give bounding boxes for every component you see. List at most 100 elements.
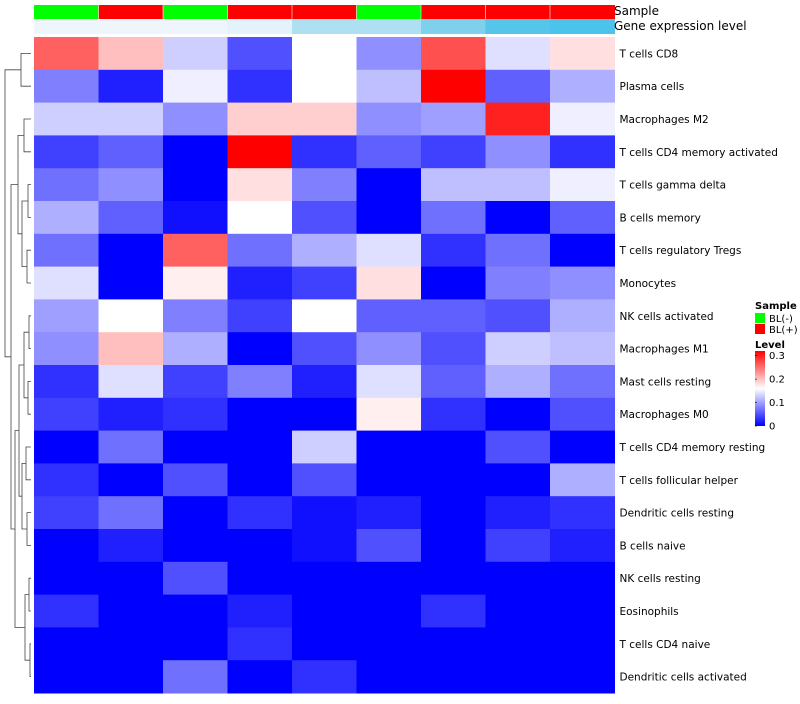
dendrogram-branch: [25, 446, 31, 481]
heatmap-cell: [550, 430, 615, 464]
heatmap-cell: [485, 594, 551, 628]
dendrogram-branch: [29, 643, 31, 677]
heatmap-cell: [292, 463, 357, 497]
heatmap-cell: [98, 365, 164, 399]
heatmap-cell: [163, 102, 228, 136]
heatmap-cell: [163, 365, 228, 399]
heatmap-cell: [292, 397, 357, 432]
heatmap-cell: [356, 561, 422, 596]
heatmap-cell: [485, 102, 551, 136]
heatmap-cell: [227, 529, 293, 563]
heatmap-cell: [163, 233, 228, 268]
heatmap-cell: [292, 299, 357, 333]
sample-annotation-cell: [550, 5, 615, 19]
heatmap-cell: [34, 463, 99, 497]
annotation-labels: Sample Gene expression level: [614, 4, 747, 33]
heatmap-cell: [163, 529, 228, 563]
dendrogram-branch: [4, 69, 21, 358]
sample-annotation-cell: [485, 5, 551, 19]
heatmap-cell: [34, 201, 99, 235]
heatmap-cell: [227, 594, 293, 628]
sample-annotation-cell: [227, 5, 293, 19]
heatmap-cell: [421, 135, 486, 169]
heatmap-cell: [356, 430, 422, 464]
legend-level-tick-label: 0.1: [769, 398, 785, 409]
heatmap-cell: [550, 496, 615, 530]
heatmap-cell: [98, 201, 164, 235]
heatmap-cell: [34, 69, 99, 104]
column-annotations: [34, 5, 615, 34]
heatmap-cell: [98, 627, 164, 661]
heatmap-cell: [34, 594, 99, 628]
dendrogram-branch: [27, 381, 31, 415]
heatmap-cell: [98, 37, 164, 71]
heatmap-cell: [550, 266, 615, 300]
row-label: Dendritic cells resting: [620, 508, 735, 520]
heatmap-cell: [421, 332, 486, 366]
row-label: Macrophages M2: [620, 114, 709, 126]
heatmap-cell: [98, 463, 164, 497]
dendrogram-branch: [27, 184, 31, 218]
row-label: T cells follicular helper: [619, 475, 739, 487]
row-label: B cells memory: [620, 212, 701, 224]
heatmap-cell: [227, 430, 293, 464]
row-label: T cells regulatory Tregs: [619, 245, 742, 257]
heatmap-cell: [485, 266, 551, 300]
heatmap-cell: [34, 37, 99, 71]
expression-annotation-cell: [292, 19, 357, 34]
heatmap-cell: [292, 135, 357, 169]
heatmap-cell: [227, 397, 293, 432]
dendrogram-branch: [17, 135, 24, 235]
annotation-label-expression: Gene expression level: [614, 19, 747, 33]
heatmap-cell: [227, 627, 293, 661]
heatmap-cell: [356, 496, 422, 530]
heatmap-cell: [356, 627, 422, 661]
sample-annotation-cell: [356, 5, 422, 19]
heatmap-cell: [163, 135, 228, 169]
heatmap-cell: [550, 299, 615, 333]
heatmap-cell: [98, 266, 164, 300]
heatmap-cell: [485, 561, 551, 596]
dendrogram-branch: [28, 577, 31, 612]
heatmap-cell: [292, 233, 357, 268]
heatmap-cell: [485, 365, 551, 399]
row-label: NK cells activated: [620, 311, 714, 323]
heatmap-cell: [227, 332, 293, 366]
heatmap-cell: [356, 529, 422, 563]
heatmap-cell: [227, 266, 293, 300]
heatmap-cell: [550, 463, 615, 497]
heatmap-cell: [292, 201, 357, 235]
annotation-label-sample: Sample: [614, 4, 659, 18]
dendrogram-branch: [18, 364, 24, 497]
heatmap-cell: [550, 365, 615, 399]
heatmap-cell: [227, 496, 293, 530]
row-label: T cells CD8: [619, 48, 679, 60]
heatmap-cell: [550, 69, 615, 104]
heatmap-cell: [163, 561, 228, 596]
heatmap-cell: [292, 37, 357, 71]
heatmap-cell: [550, 135, 615, 169]
heatmap-cell: [421, 102, 486, 136]
heatmap-cell: [292, 594, 357, 628]
heatmap-cell: [550, 102, 615, 136]
dendrogram-branch: [28, 315, 31, 349]
heatmap-cell: [98, 529, 164, 563]
expression-annotation-cell: [550, 19, 615, 34]
heatmap-cell: [292, 660, 357, 694]
expression-annotation-cell: [485, 19, 551, 34]
expression-annotation-cell: [34, 19, 99, 34]
heatmap-cell: [163, 201, 228, 235]
row-label: Mast cells resting: [620, 376, 712, 388]
heatmap-cell: [550, 397, 615, 432]
heatmap-cell: [421, 266, 486, 300]
heatmap-cell: [421, 299, 486, 333]
heatmap-cell: [34, 561, 99, 596]
legend-level-title: Level: [755, 340, 785, 351]
heatmap-cell: [98, 69, 164, 104]
heatmap-cell: [485, 660, 551, 694]
heatmap-cell: [34, 365, 99, 399]
heatmap-cell: [356, 266, 422, 300]
heatmap-cell: [485, 37, 551, 71]
heatmap-cell: [485, 69, 551, 104]
heatmap-cell: [550, 660, 615, 694]
